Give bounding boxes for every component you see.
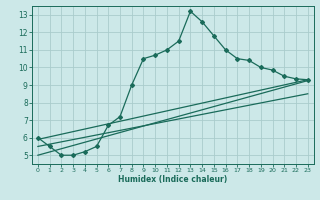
X-axis label: Humidex (Indice chaleur): Humidex (Indice chaleur) xyxy=(118,175,228,184)
